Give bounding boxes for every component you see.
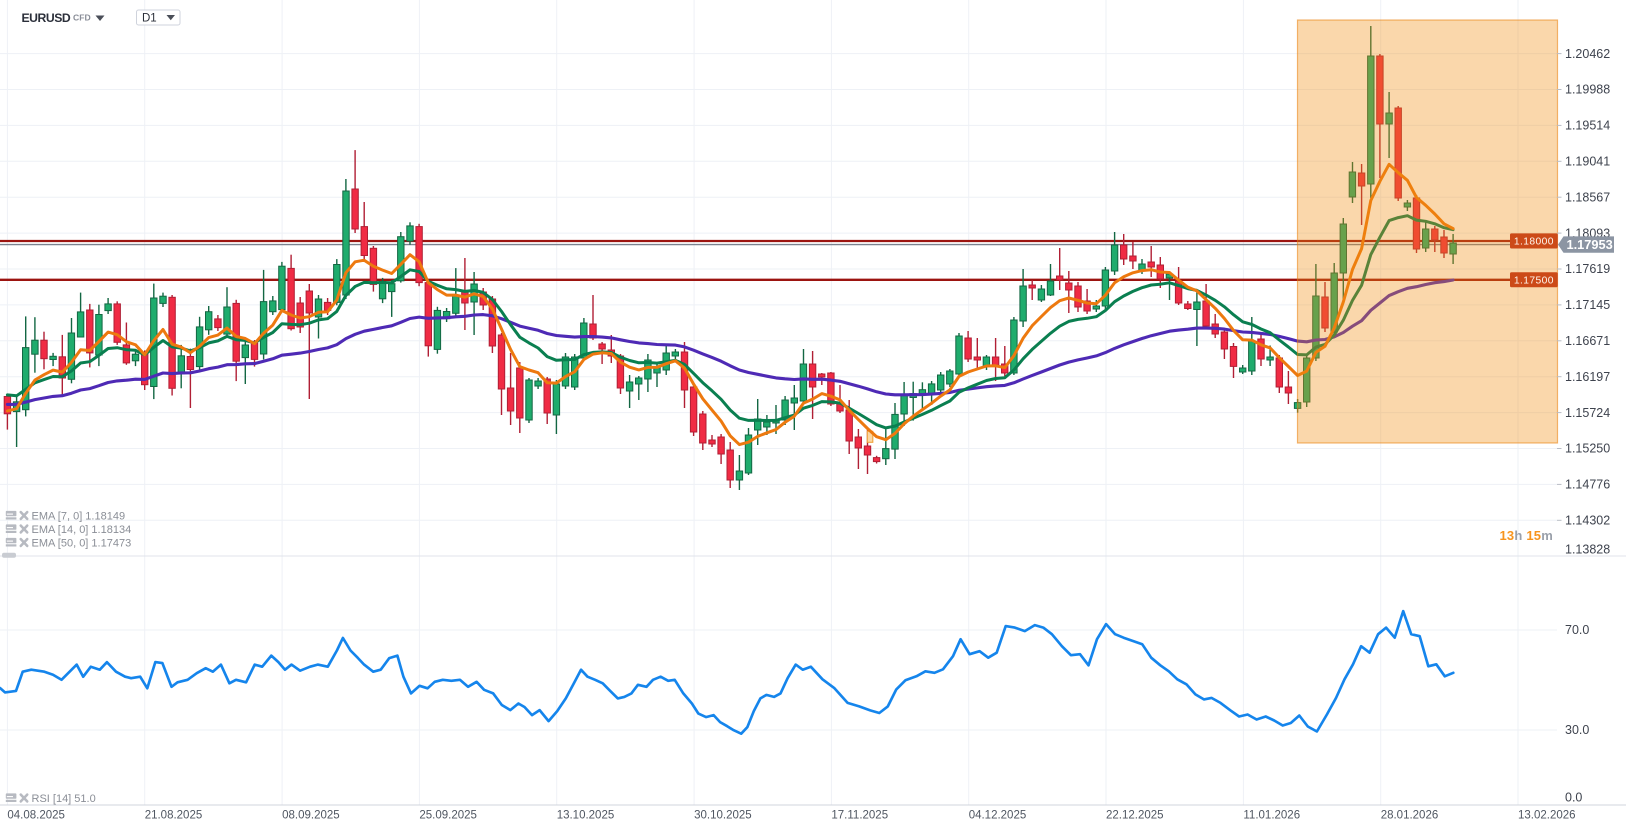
svg-text:1.15724: 1.15724 <box>1565 406 1610 420</box>
svg-text:08.09.2025: 08.09.2025 <box>282 810 340 822</box>
svg-text:EMA [7, 0] 1.18149: EMA [7, 0] 1.18149 <box>32 510 126 522</box>
svg-text:1.19514: 1.19514 <box>1565 119 1610 133</box>
svg-text:1.15250: 1.15250 <box>1565 442 1610 456</box>
svg-text:30.0: 30.0 <box>1565 723 1589 737</box>
svg-text:1.19041: 1.19041 <box>1565 155 1610 169</box>
svg-text:1.14302: 1.14302 <box>1565 514 1610 528</box>
svg-text:RSI [14] 51.0: RSI [14] 51.0 <box>32 793 96 805</box>
svg-text:1.16671: 1.16671 <box>1565 334 1610 348</box>
svg-text:1.16197: 1.16197 <box>1565 370 1610 384</box>
svg-text:70.0: 70.0 <box>1565 623 1589 637</box>
svg-text:1.17619: 1.17619 <box>1565 262 1610 276</box>
svg-text:04.08.2025: 04.08.2025 <box>7 810 65 822</box>
svg-text:1.19988: 1.19988 <box>1565 83 1610 97</box>
svg-text:D1: D1 <box>142 13 157 25</box>
svg-text:EMA [14, 0] 1.18134: EMA [14, 0] 1.18134 <box>32 524 132 536</box>
svg-text:28.01.2026: 28.01.2026 <box>1381 810 1439 822</box>
svg-text:CFD: CFD <box>73 12 91 22</box>
svg-text:1.17953: 1.17953 <box>1567 237 1613 252</box>
svg-text:30.10.2025: 30.10.2025 <box>694 810 752 822</box>
svg-text:1.17145: 1.17145 <box>1565 298 1610 312</box>
svg-text:25.09.2025: 25.09.2025 <box>419 810 477 822</box>
svg-text:1.20462: 1.20462 <box>1565 47 1610 61</box>
svg-text:1.14776: 1.14776 <box>1565 478 1610 492</box>
svg-text:22.12.2025: 22.12.2025 <box>1106 810 1164 822</box>
svg-text:17.11.2025: 17.11.2025 <box>831 810 888 822</box>
svg-text:1.18000: 1.18000 <box>1514 237 1554 248</box>
svg-text:13.10.2025: 13.10.2025 <box>557 810 615 822</box>
svg-text:EMA [50, 0] 1.17473: EMA [50, 0] 1.17473 <box>32 537 132 549</box>
svg-text:13.02.2026: 13.02.2026 <box>1518 810 1576 822</box>
svg-text:11.01.2026: 11.01.2026 <box>1243 810 1300 822</box>
svg-text:04.12.2025: 04.12.2025 <box>969 810 1027 822</box>
svg-text:13h 15m: 13h 15m <box>1500 528 1553 543</box>
svg-text:1.17500: 1.17500 <box>1514 276 1554 287</box>
svg-text:1.18567: 1.18567 <box>1565 190 1610 204</box>
svg-text:1.13828: 1.13828 <box>1565 543 1610 557</box>
svg-text:0.0: 0.0 <box>1565 791 1582 805</box>
svg-text:21.08.2025: 21.08.2025 <box>145 810 203 822</box>
svg-text:EURUSD: EURUSD <box>22 11 71 25</box>
